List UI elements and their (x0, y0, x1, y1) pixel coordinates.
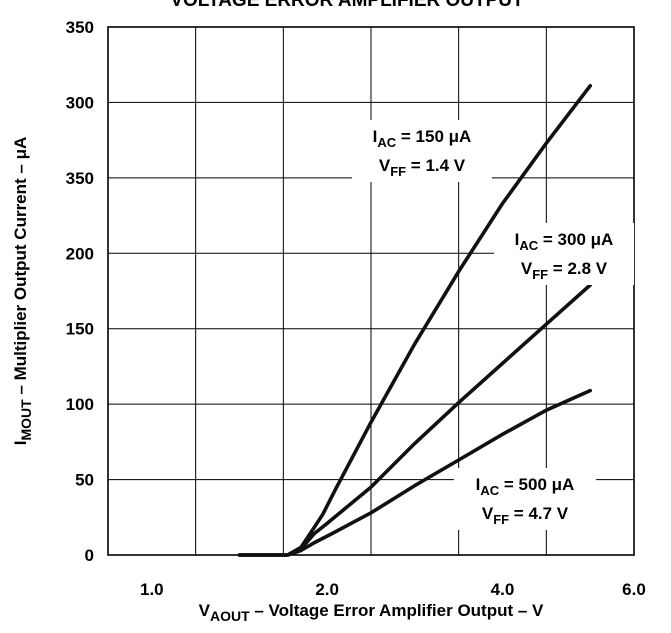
x-tick-label: 1.0 (140, 580, 164, 599)
label-iac300-line1: IAC = 300 μA (515, 230, 614, 253)
label-iac150-line2: VFF = 1.4 V (379, 156, 466, 179)
y-tick-label: 350 (66, 18, 94, 37)
y-tick-label: 50 (75, 471, 94, 490)
x-tick-label: 2.0 (315, 580, 339, 599)
y-axis-label: IMOUT – Multiplier Output Current – μA (11, 137, 34, 446)
plot-frame (107, 26, 635, 556)
y-tick-labels: 0 50 100 150 200 350 300 350 (66, 18, 94, 565)
grid-lines (108, 27, 634, 555)
label-iac500-line1: IAC = 500 μA (476, 475, 575, 498)
x-axis-label: VAOUT – Voltage Error Amplifier Output –… (199, 601, 544, 624)
label-bg-iac150 (352, 120, 492, 182)
series-lines (237, 84, 592, 557)
x-tick-label: 6.0 (622, 580, 646, 599)
label-bg-iac300 (494, 223, 634, 285)
y-tick-label: 150 (66, 320, 94, 339)
label-bg-iac500 (454, 468, 596, 530)
label-iac500-line2: VFF = 4.7 V (482, 504, 569, 527)
label-iac150-line1: IAC = 150 μA (373, 127, 472, 150)
chart-title: VOLTAGE ERROR AMPLIFIER OUTPUT (170, 0, 524, 11)
y-tick-label: 200 (66, 244, 94, 263)
y-tick-label: 100 (66, 395, 94, 414)
x-tick-labels: 1.0 2.0 4.0 6.0 (140, 580, 646, 599)
series-line-iac500 (237, 388, 592, 557)
y-tick-label: 350 (66, 169, 94, 188)
x-tick-label: 4.0 (491, 580, 515, 599)
y-tick-label: 300 (66, 93, 94, 112)
label-iac300-line2: VFF = 2.8 V (521, 259, 608, 282)
y-tick-label: 0 (85, 546, 94, 565)
